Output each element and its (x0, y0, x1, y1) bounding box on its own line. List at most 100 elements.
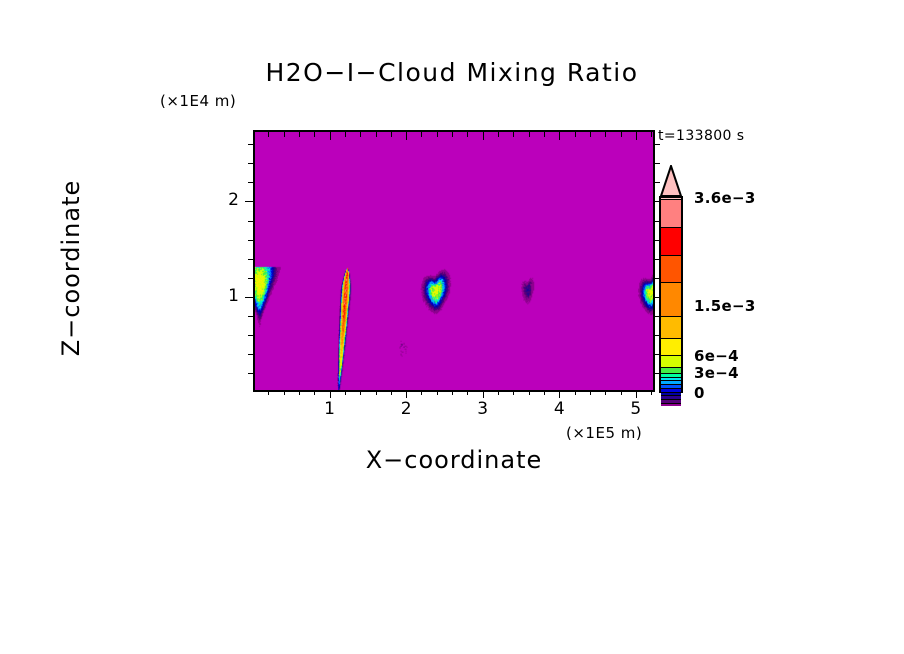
tick-mark (636, 132, 637, 140)
colorbar-band-divider (661, 384, 681, 386)
colorbar-band (661, 338, 681, 356)
tick-mark (284, 132, 285, 137)
colorbar-band (661, 403, 681, 407)
x-tick-label: 5 (630, 399, 642, 419)
tick-mark (360, 390, 361, 395)
x-axis-units: (×1E5 m) (566, 424, 643, 442)
colorbar-label-max: 3.6e−3 (694, 189, 756, 207)
heatmap-canvas (255, 132, 653, 390)
colorbar (659, 165, 683, 407)
tick-mark (299, 390, 300, 395)
tick-mark (248, 163, 253, 164)
tick-mark (483, 390, 484, 398)
tick-mark (391, 390, 392, 395)
tick-mark (655, 354, 660, 355)
tick-mark (529, 132, 530, 137)
tick-mark (245, 201, 253, 202)
colorbar-extend-arrow-icon (659, 165, 683, 197)
colorbar-band-divider (661, 226, 681, 228)
tick-mark (651, 132, 652, 137)
colorbar-band-divider (661, 355, 681, 357)
y-tick-label: 1 (228, 285, 239, 306)
tick-mark (621, 390, 622, 395)
tick-mark (605, 390, 606, 395)
tick-mark (248, 182, 253, 183)
tick-mark (437, 132, 438, 137)
x-tick-label: 3 (477, 399, 489, 419)
colorbar-band (661, 399, 681, 403)
tick-mark (651, 390, 652, 395)
tick-mark (467, 132, 468, 137)
y-tick-label: 2 (228, 190, 239, 211)
tick-mark (575, 132, 576, 137)
colorbar-band-divider (661, 337, 681, 339)
tick-mark (655, 259, 660, 260)
colorbar-band-divider (661, 380, 681, 382)
tick-mark (421, 132, 422, 137)
tick-mark (391, 132, 392, 137)
colorbar-band (661, 374, 681, 377)
tick-mark (621, 132, 622, 137)
x-tick-label: 2 (400, 399, 412, 419)
colorbar-label-min: 0 (694, 384, 705, 402)
tick-mark (248, 316, 253, 317)
tick-mark (513, 132, 514, 137)
tick-mark (360, 132, 361, 137)
colorbar-band (661, 396, 681, 399)
tick-mark (467, 390, 468, 395)
colorbar-band-divider (661, 402, 681, 404)
tick-mark (345, 132, 346, 137)
colorbar-band-divider (661, 282, 681, 284)
tick-mark (284, 390, 285, 395)
tick-mark (248, 144, 253, 145)
x-tick-label: 4 (553, 399, 565, 419)
time-stamp: t=133800 s (658, 128, 745, 144)
tick-mark (590, 390, 591, 395)
colorbar-band (661, 392, 681, 396)
tick-mark (605, 132, 606, 137)
tick-mark (406, 390, 407, 398)
tick-mark (636, 390, 637, 398)
y-axis-units: (×1E4 m) (160, 92, 237, 110)
colorbar-band (661, 377, 681, 381)
tick-mark (655, 182, 660, 183)
colorbar-label-1-5e-3: 1.5e−3 (694, 297, 756, 315)
x-axis-label: X−coordinate (365, 446, 543, 474)
colorbar-band (661, 200, 681, 227)
tick-mark (248, 354, 253, 355)
tick-mark (655, 221, 660, 222)
tick-mark (575, 390, 576, 395)
tick-mark (544, 132, 545, 137)
colorbar-band-divider (661, 391, 681, 393)
tick-mark (268, 132, 269, 137)
tick-mark (330, 390, 331, 398)
tick-mark (498, 132, 499, 137)
tick-mark (248, 259, 253, 260)
colorbar-band (661, 198, 681, 199)
colorbar-band (661, 356, 681, 367)
tick-mark (513, 390, 514, 395)
tick-mark (376, 390, 377, 395)
colorbar-band (661, 283, 681, 316)
tick-mark (590, 132, 591, 137)
tick-mark (248, 240, 253, 241)
tick-mark (559, 132, 560, 140)
tick-mark (655, 316, 660, 317)
tick-mark (559, 390, 560, 398)
colorbar-label-3e-4: 3e−4 (694, 364, 739, 382)
colorbar-band-divider (661, 254, 681, 256)
tick-mark (655, 278, 660, 279)
tick-mark (452, 132, 453, 137)
tick-mark (452, 390, 453, 395)
page-title: H2O−I−Cloud Mixing Ratio (265, 58, 639, 87)
tick-mark (299, 132, 300, 137)
colorbar-band (661, 367, 681, 374)
tick-mark (498, 390, 499, 395)
tick-mark (483, 132, 484, 140)
tick-mark (544, 390, 545, 395)
colorbar-band (661, 255, 681, 283)
tick-mark (437, 390, 438, 395)
colorbar-band-divider (661, 387, 681, 389)
tick-mark (345, 390, 346, 395)
x-tick-label: 1 (324, 399, 335, 419)
